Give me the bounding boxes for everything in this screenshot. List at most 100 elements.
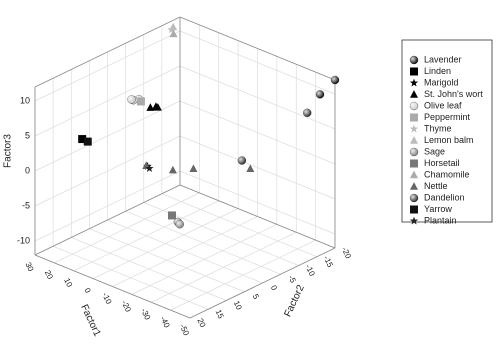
axis-edge <box>34 184 181 256</box>
data-point <box>189 164 198 173</box>
data-point-body <box>169 22 178 31</box>
legend-marker <box>409 124 419 133</box>
legend-marker-shine <box>410 102 418 110</box>
data-point-shine <box>127 95 136 104</box>
legend-label: Yarrow <box>424 204 452 214</box>
wall-grid-line <box>34 65 181 137</box>
wall-grid-line <box>34 170 181 242</box>
legend-marker-body <box>410 159 418 168</box>
legend-marker-body <box>409 124 419 133</box>
floor-grid-line <box>52 245 209 310</box>
axis-edge <box>189 247 336 319</box>
legend-marker-body <box>410 170 418 179</box>
data-point <box>168 165 177 174</box>
legend-marker <box>409 193 419 203</box>
legend-label: Chamomile <box>424 169 470 179</box>
data-point <box>315 90 325 99</box>
legend-marker <box>409 55 419 65</box>
x-tick-label: -20 <box>120 299 133 314</box>
legend-marker-shine <box>410 148 418 156</box>
data-point <box>169 22 178 31</box>
legend-label: Thyme <box>424 123 452 133</box>
legend-label: Lavender <box>424 54 462 64</box>
x-tick-label: 10 <box>62 277 74 289</box>
legend-marker-body <box>410 67 418 76</box>
floor-grid-line <box>125 210 281 275</box>
legend-marker <box>410 113 418 122</box>
floor-grid-line <box>161 193 318 258</box>
data-point-shine <box>331 76 339 84</box>
axis-edge <box>179 16 336 81</box>
y-tick-label: 20 <box>195 317 207 329</box>
y-tick-label: -20 <box>340 246 353 261</box>
data-point <box>237 156 247 165</box>
data-point <box>168 211 176 220</box>
legend-marker <box>409 78 419 87</box>
floor-grid-line <box>89 228 245 293</box>
legend-marker <box>409 216 419 225</box>
legend-marker-shine <box>410 194 418 202</box>
legend-marker <box>409 147 419 157</box>
x-tick-label: 30 <box>23 261 35 273</box>
data-point <box>330 75 340 85</box>
data-point-body <box>83 137 92 146</box>
z-tick-label: 10 <box>20 95 30 105</box>
data-point-body <box>78 135 87 144</box>
legend-marker-shine <box>410 56 418 64</box>
legend-marker <box>410 170 418 179</box>
axis-edge <box>179 184 336 249</box>
y-tick-label: 10 <box>232 299 244 311</box>
wall-grid-line <box>34 100 181 172</box>
data-point-shine <box>237 156 246 165</box>
x-tick-label: 20 <box>43 269 55 281</box>
data-point <box>175 220 184 229</box>
data-point-body <box>189 164 198 173</box>
data-point-body <box>146 103 155 111</box>
data-point-shine <box>316 90 324 99</box>
data-point <box>153 103 162 111</box>
legend-marker-body <box>409 216 419 225</box>
wall-grid-line <box>179 135 336 200</box>
legend-marker-body <box>410 205 418 214</box>
y-tick-label: 5 <box>251 293 261 301</box>
wall-grid-line <box>179 170 336 235</box>
legend-marker <box>410 67 418 76</box>
legend-marker <box>410 205 418 214</box>
y-tick-label: -5 <box>286 274 297 285</box>
data-point-body <box>145 164 154 173</box>
wall-grid-line <box>34 30 181 102</box>
data-point <box>136 97 145 106</box>
axis-edge <box>34 16 181 88</box>
x-tick-label: -40 <box>158 315 171 330</box>
legend-label: Olive leaf <box>424 100 462 110</box>
legend-label: St. John's wort <box>424 89 483 99</box>
legend-marker <box>410 136 418 144</box>
data-point-body <box>168 165 177 174</box>
legend-label: Peppermint <box>424 112 471 122</box>
data-point <box>246 164 255 173</box>
legend-label: Dandelion <box>424 192 465 202</box>
data-point <box>303 108 312 117</box>
x-tick-label: -10 <box>100 291 113 306</box>
legend-marker-body <box>410 182 418 190</box>
legend-label: Sage <box>424 146 445 156</box>
legend-label: Plantain <box>424 215 457 225</box>
y-tick-label: 0 <box>269 284 279 292</box>
floor-grid-line <box>143 202 299 266</box>
legend-marker <box>409 101 419 111</box>
data-point-body <box>246 164 255 173</box>
axis-edge <box>34 254 191 319</box>
x-axis-title: Factor1 <box>78 303 102 339</box>
legend-marker-body <box>410 113 418 122</box>
legend-label: Horsetail <box>424 158 460 168</box>
legend-label: Lemon balm <box>424 135 474 145</box>
data-point <box>78 135 87 144</box>
wall-grid-line <box>179 30 336 95</box>
legend-label: Marigold <box>424 77 459 87</box>
data-point <box>127 95 136 104</box>
data-point <box>145 164 154 173</box>
y-tick-label: -10 <box>304 263 317 278</box>
legend-marker-body <box>410 136 418 144</box>
wall-grid-line <box>179 100 336 165</box>
